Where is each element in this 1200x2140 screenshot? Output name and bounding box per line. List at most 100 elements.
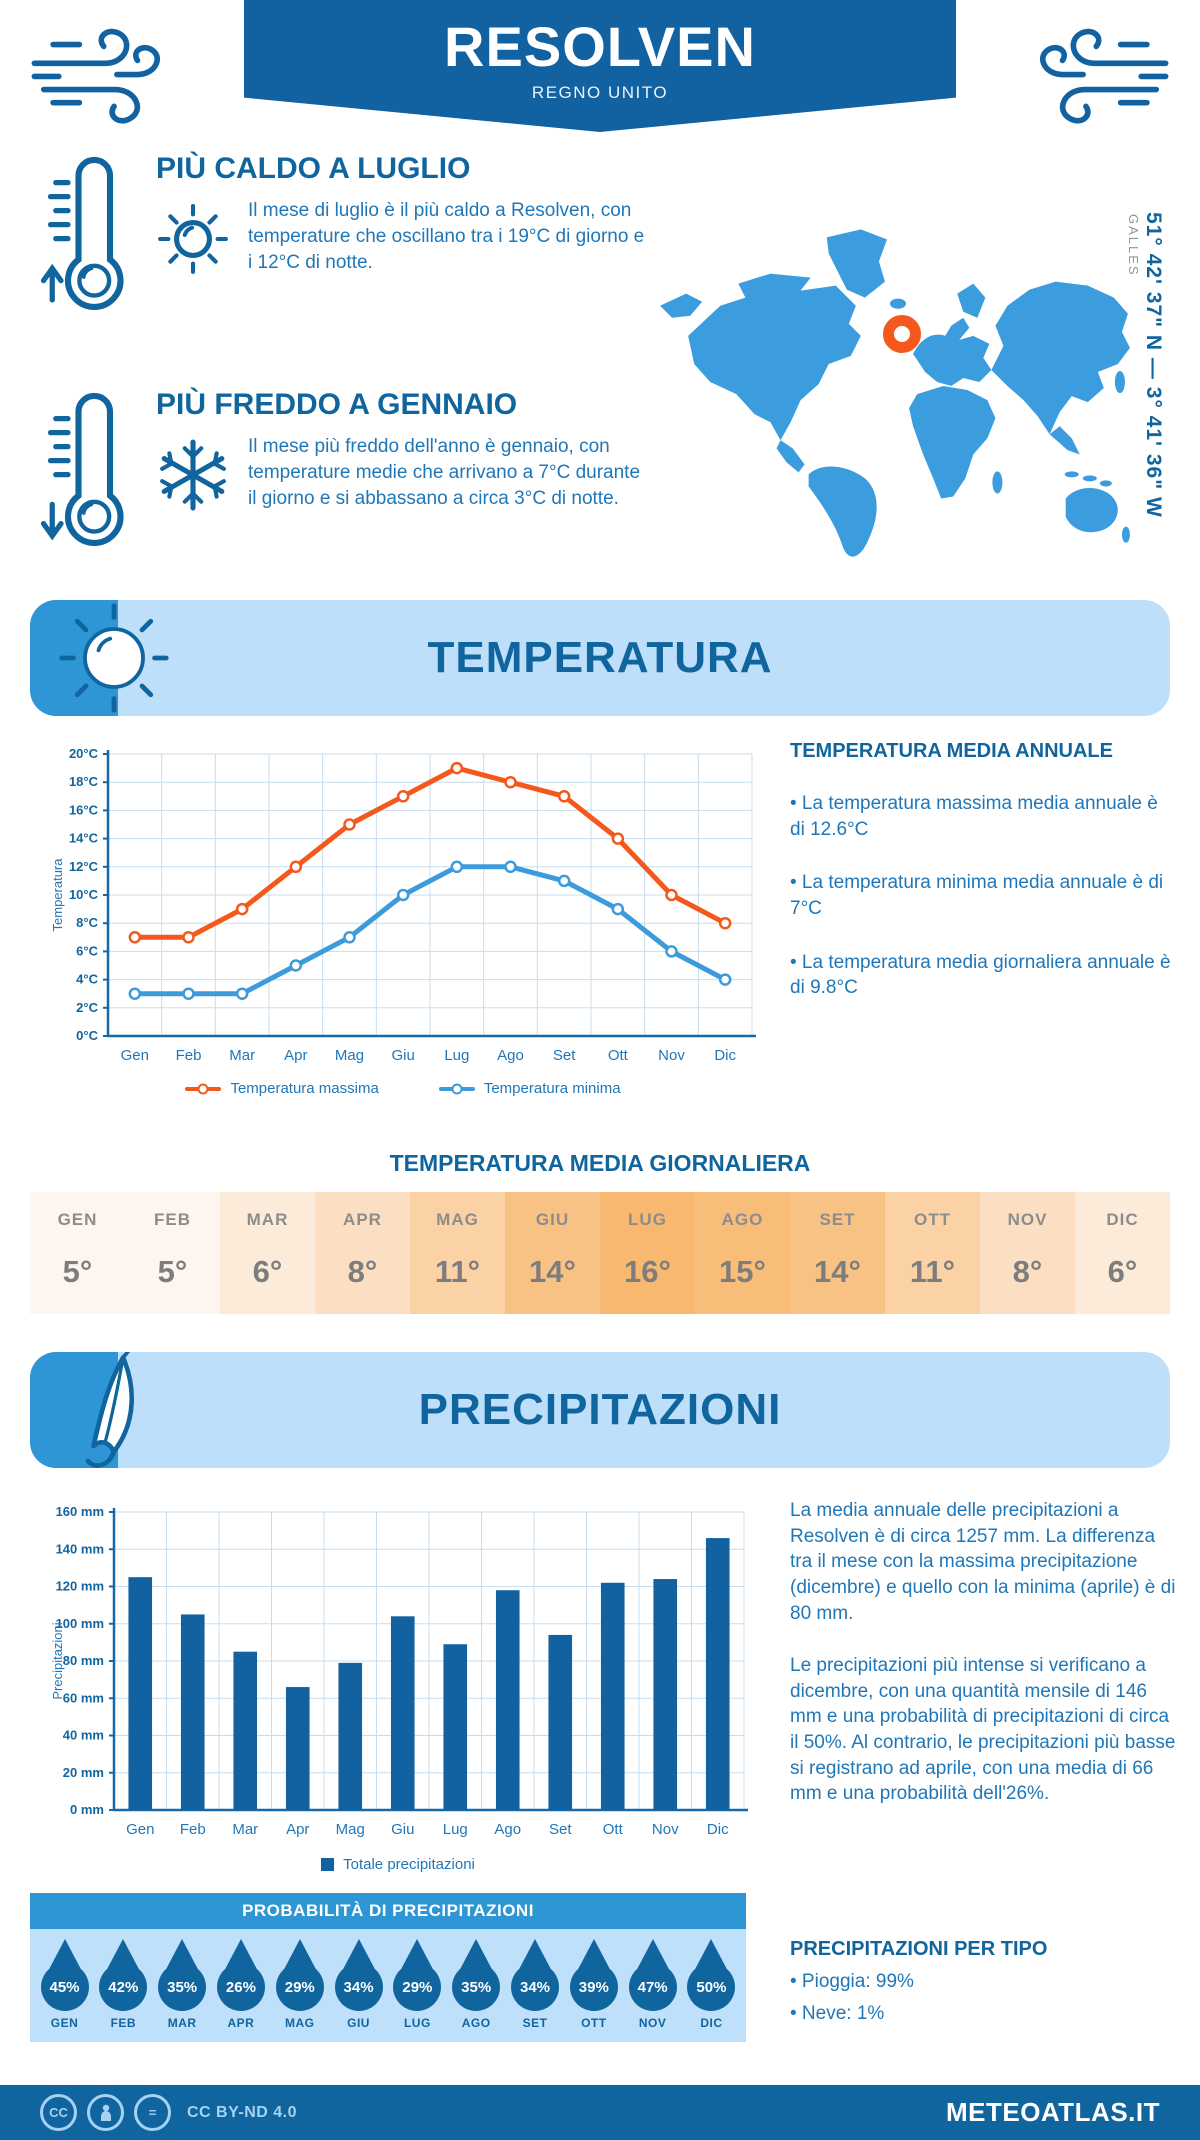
- page-title: RESOLVEN: [444, 15, 756, 78]
- svg-text:Set: Set: [553, 1047, 576, 1064]
- svg-text:Ott: Ott: [608, 1047, 629, 1064]
- svg-text:Set: Set: [549, 1821, 572, 1838]
- daily-month-label: MAG: [436, 1210, 479, 1229]
- svg-text:6°C: 6°C: [76, 943, 98, 958]
- probability-droplet: 42% FEB: [97, 1939, 150, 2030]
- droplet-icon: 26%: [216, 1939, 265, 2011]
- annual-max-bullet: • La temperatura massima media annuale è…: [790, 793, 1158, 840]
- per-type-heading: PRECIPITAZIONI PER TIPO: [790, 1938, 1048, 1960]
- probability-droplet: 39% OTT: [567, 1939, 620, 2030]
- sun-banner-icon: [56, 600, 172, 716]
- temperature-section-title: TEMPERATURA: [427, 633, 773, 682]
- svg-text:Dic: Dic: [707, 1821, 729, 1838]
- annual-mean-bullet: • La temperatura media giornaliera annua…: [790, 951, 1171, 999]
- daily-month-label: OTT: [914, 1210, 951, 1229]
- svg-text:0°C: 0°C: [76, 1028, 98, 1043]
- daily-temperature-value: 16°: [624, 1254, 671, 1289]
- legend-label-min: Temperatura minima: [483, 1080, 621, 1097]
- precipitation-description: La media annuale delle precipitazioni a …: [790, 1498, 1178, 1807]
- svg-text:Giu: Giu: [391, 1047, 414, 1064]
- snowflake-icon: [156, 434, 230, 517]
- svg-text:20°C: 20°C: [69, 746, 99, 761]
- probability-droplet: 47% NOV: [626, 1939, 679, 2030]
- daily-temperature-value: 8°: [347, 1254, 378, 1289]
- probability-droplet: 26% APR: [214, 1939, 267, 2030]
- license-label: CC BY-ND 4.0: [187, 2103, 298, 2121]
- droplet-icon: 34%: [334, 1939, 383, 2011]
- daily-temperature-value: 14°: [529, 1254, 576, 1289]
- coldest-month-block: PIÙ FREDDO A GENNAIO Il mese più freddo …: [40, 386, 660, 563]
- probability-month-label: AGO: [461, 2016, 491, 2030]
- daily-temperature-value: 8°: [1012, 1254, 1043, 1289]
- daily-month-label: DIC: [1106, 1210, 1139, 1229]
- probability-value: 50%: [687, 1963, 736, 2011]
- probability-month-label: MAR: [167, 2016, 197, 2030]
- droplet-icon: 39%: [569, 1939, 618, 2011]
- svg-text:4°C: 4°C: [76, 972, 98, 987]
- location-marker: [883, 315, 921, 353]
- svg-text:Mag: Mag: [335, 1047, 364, 1064]
- probability-month-label: NOV: [638, 2016, 667, 2030]
- svg-text:Apr: Apr: [286, 1821, 309, 1838]
- wind-icon: [25, 22, 175, 132]
- probability-value: 29%: [393, 1963, 442, 2011]
- probability-month-label: LUG: [403, 2016, 431, 2030]
- droplet-icon: 29%: [393, 1939, 442, 2011]
- droplet-icon: 45%: [40, 1939, 89, 2011]
- droplet-icon: 35%: [158, 1939, 207, 2011]
- svg-text:120 mm: 120 mm: [56, 1579, 104, 1594]
- footer-bar: CC = CC BY-ND 4.0 METEOATLAS.IT: [0, 2085, 1200, 2140]
- droplet-icon: 29%: [275, 1939, 324, 2011]
- daily-month-label: SET: [819, 1210, 856, 1229]
- precipitation-per-type: PRECIPITAZIONI PER TIPO • Pioggia: 99% •…: [790, 1938, 1172, 2025]
- legend-item-min: Temperatura minima: [438, 1080, 621, 1097]
- svg-text:Gen: Gen: [121, 1047, 149, 1064]
- probability-droplets: 45% GEN 42% FEB 35%: [30, 1929, 746, 2042]
- daily-month-label: GEN: [57, 1210, 98, 1229]
- brand-logo: METEOATLAS.IT: [945, 2097, 1160, 2127]
- daily-month-label: LUG: [628, 1210, 667, 1229]
- droplet-icon: 47%: [628, 1939, 677, 2011]
- daily-temperature-cell: AGO 15°: [695, 1192, 790, 1314]
- svg-text:Temperatura: Temperatura: [50, 858, 65, 932]
- rain-share: • Pioggia: 99%: [790, 1971, 914, 1992]
- svg-text:Mag: Mag: [336, 1821, 365, 1838]
- probability-droplet: 35% MAR: [156, 1939, 209, 2030]
- daily-month-label: APR: [343, 1210, 382, 1229]
- legend-label-total: Totale precipitazioni: [343, 1856, 475, 1873]
- creative-commons-icon: CC: [40, 2094, 77, 2131]
- svg-text:Ott: Ott: [603, 1821, 624, 1838]
- precipitation-section-banner: PRECIPITAZIONI: [30, 1352, 1170, 1468]
- daily-temperature-heading: TEMPERATURA MEDIA GIORNALIERA: [389, 1150, 811, 1176]
- probability-droplet: 34% SET: [509, 1939, 562, 2030]
- probability-month-label: APR: [227, 2016, 255, 2030]
- attribution-person-icon: [87, 2094, 124, 2131]
- svg-text:Ago: Ago: [494, 1821, 521, 1838]
- svg-text:Mar: Mar: [232, 1821, 258, 1838]
- svg-text:20 mm: 20 mm: [63, 1765, 104, 1780]
- daily-temperature-value: 5°: [157, 1254, 188, 1289]
- svg-text:Dic: Dic: [714, 1047, 736, 1064]
- daily-temperature-table: GEN 5° FEB 5° MAR 6° APR 8° MAG 11°: [30, 1192, 1170, 1314]
- precipitation-paragraph-2: Le precipitazioni più intense si verific…: [790, 1655, 1176, 1805]
- probability-month-label: OTT: [581, 2016, 607, 2030]
- daily-temperature-cell: OTT 11°: [885, 1192, 980, 1314]
- probability-month-label: GEN: [50, 2016, 79, 2030]
- license-block: CC = CC BY-ND 4.0: [40, 2094, 297, 2131]
- probability-value: 42%: [99, 1963, 148, 2011]
- probability-value: 47%: [628, 1963, 677, 2011]
- page-subtitle: REGNO UNITO: [531, 83, 669, 102]
- daily-temperature-cell: MAR 6°: [220, 1192, 315, 1314]
- probability-value: 45%: [40, 1963, 89, 2011]
- svg-text:Gen: Gen: [126, 1821, 154, 1838]
- precipitation-chart-legend: Totale precipitazioni: [48, 1856, 748, 1873]
- probability-value: 35%: [158, 1963, 207, 2011]
- svg-text:8°C: 8°C: [76, 915, 98, 930]
- probability-heading: PROBABILITÀ DI PRECIPITAZIONI: [30, 1893, 746, 1929]
- thermometer-hot-icon: [40, 150, 148, 327]
- probability-droplet: 34% GIU: [332, 1939, 385, 2030]
- probability-value: 26%: [216, 1963, 265, 2011]
- daily-temperature-cell: GIU 14°: [505, 1192, 600, 1314]
- droplet-icon: 34%: [511, 1939, 559, 2011]
- svg-text:16°C: 16°C: [69, 802, 99, 817]
